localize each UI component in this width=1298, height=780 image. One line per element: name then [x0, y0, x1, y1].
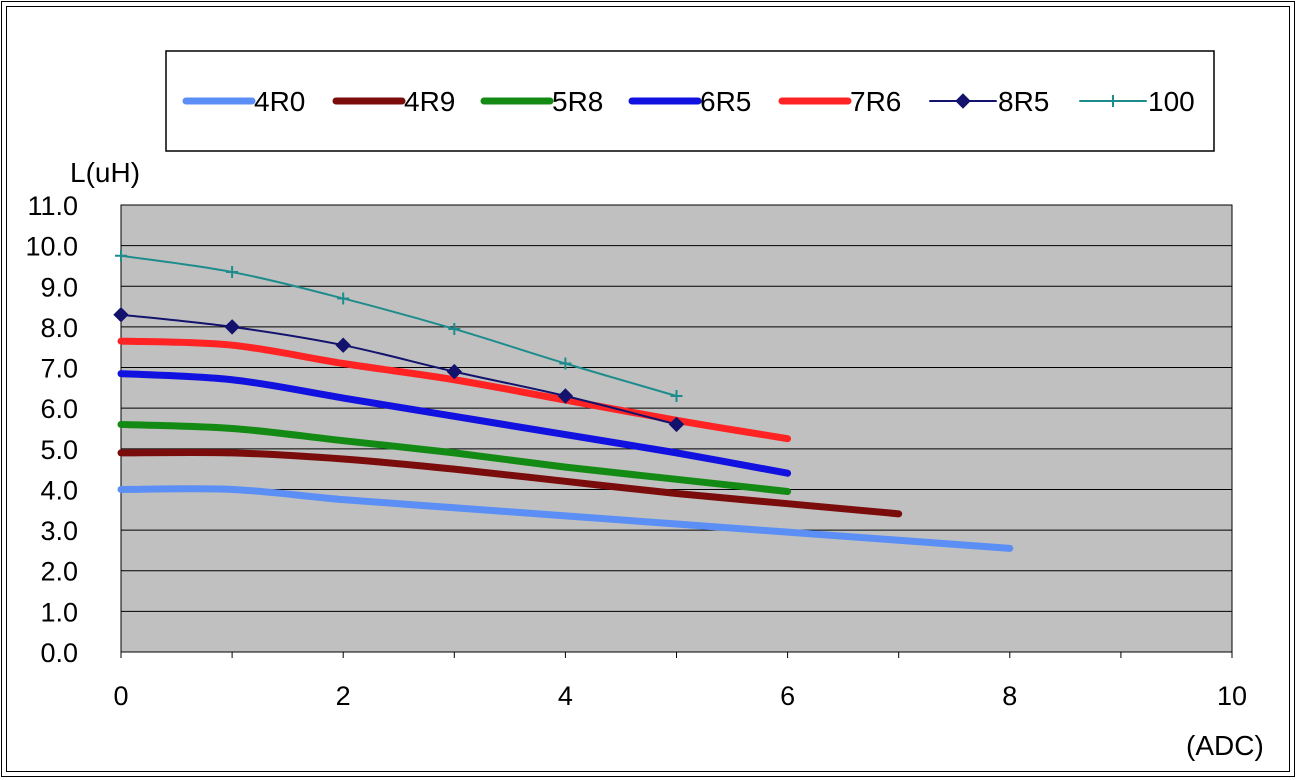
- data-point-marker: [446, 363, 463, 380]
- x-tick-label: 0: [113, 681, 128, 711]
- series-6R5: [117, 370, 792, 477]
- y-tick-label: 11.0: [27, 191, 78, 221]
- legend-label: 5R8: [552, 86, 603, 117]
- legend-label: 7R6: [850, 86, 901, 117]
- legend-entry: 7R6: [778, 86, 901, 117]
- data-point-marker: [113, 307, 129, 323]
- series-layer: [113, 249, 1014, 552]
- legend-entry: 4R9: [332, 86, 455, 117]
- series-line: [117, 485, 1014, 552]
- data-point-marker: [226, 266, 239, 279]
- x-tick-label: 10: [1217, 681, 1247, 711]
- y-tick-label: 3.0: [40, 516, 78, 546]
- legend-entry: 6R5: [628, 86, 751, 117]
- series-line: [120, 313, 678, 426]
- series-line: [117, 370, 792, 477]
- y-tick-label: 1.0: [40, 597, 78, 627]
- data-point-marker: [337, 292, 350, 305]
- y-axis-tick-labels: 0.0 1.0 2.0 3.0 4.0 5.0 6.0 7.0 8.0 9.0 10.0 11.0: [25, 191, 78, 668]
- y-tick-label: 7.0: [40, 354, 78, 384]
- legend-label: 4R9: [404, 86, 455, 117]
- legend-entry: 100: [1079, 86, 1195, 117]
- x-axis-ticks: [120, 652, 1233, 658]
- y-tick-label: 0.0: [40, 638, 78, 668]
- legend-label: 8R5: [998, 86, 1049, 117]
- data-point-marker: [448, 322, 461, 335]
- series-8R5: [113, 307, 685, 433]
- y-tick-label: 8.0: [40, 313, 78, 343]
- data-point-marker: [559, 357, 572, 370]
- y-axis-label: L(uH): [70, 157, 140, 188]
- legend-marker: [1107, 95, 1119, 107]
- data-point-marker: [557, 388, 574, 404]
- x-tick-label: 6: [780, 681, 795, 711]
- x-tick-label: 4: [558, 681, 573, 711]
- series-line: [117, 448, 903, 518]
- x-tick-label: 8: [1002, 681, 1017, 711]
- legend-label: 100: [1148, 86, 1195, 117]
- y-tick-label: 5.0: [40, 435, 78, 465]
- x-axis-tick-labels: 0 2 4 6 8 10: [113, 681, 1247, 711]
- legend-entry: 5R8: [480, 86, 603, 117]
- legend-entry: 8R5: [929, 86, 1049, 117]
- legend-label: 4R0: [254, 86, 305, 117]
- data-point-marker: [668, 416, 685, 433]
- gridlines: [121, 245, 1232, 612]
- series-4R0: [117, 485, 1014, 552]
- series-line: [117, 420, 792, 495]
- legend-entry: 4R0: [182, 86, 305, 117]
- data-point-marker: [670, 389, 683, 402]
- legend-label: 6R5: [700, 86, 751, 117]
- series-100: [115, 249, 683, 402]
- data-point-marker: [335, 337, 351, 353]
- y-tick-label: 6.0: [40, 394, 78, 424]
- x-tick-label: 2: [336, 681, 351, 711]
- y-tick-label: 9.0: [40, 272, 78, 302]
- series-5R8: [117, 420, 792, 495]
- legend-marker: [955, 93, 971, 109]
- legend: 4R0 4R9 5R8 6R5 7R6 8R5 100: [182, 86, 1195, 117]
- chart-inner-frame: [6, 6, 1290, 772]
- x-axis-label: (ADC): [1186, 730, 1264, 761]
- data-point-marker: [224, 319, 240, 335]
- data-point-marker: [115, 249, 127, 262]
- series-line: [120, 254, 678, 397]
- y-tick-label: 10.0: [25, 232, 78, 262]
- series-4R9: [117, 448, 903, 518]
- y-tick-label: 2.0: [40, 557, 78, 587]
- y-tick-label: 4.0: [40, 475, 78, 505]
